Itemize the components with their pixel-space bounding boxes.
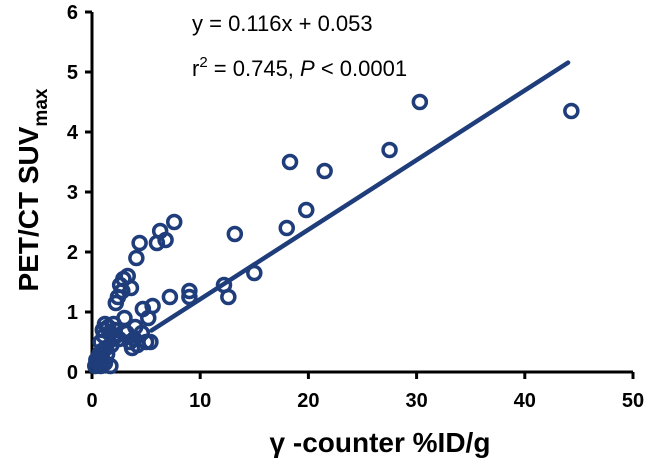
p-symbol: P <box>300 56 315 81</box>
data-point <box>128 249 145 267</box>
x-tick-label: 40 <box>514 390 536 412</box>
data-point <box>181 288 198 306</box>
y-tick-label: 2 <box>67 242 78 264</box>
equation-label: y = 0.116x + 0.053 <box>192 11 373 36</box>
data-point <box>144 297 161 315</box>
y-tick-label: 1 <box>67 302 78 324</box>
data-point <box>165 213 183 231</box>
p-value: < 0.0001 <box>315 56 407 81</box>
data-point <box>157 231 174 249</box>
data-points <box>86 93 580 375</box>
data-point <box>316 162 333 180</box>
x-tick-label: 50 <box>622 390 644 412</box>
x-axis-title: γ -counter %ID/g <box>270 427 491 458</box>
x-tick-label: 10 <box>189 390 211 412</box>
y-ticks: 0 1 2 3 4 5 6 <box>67 2 92 384</box>
y-axis-title-subscript: max <box>31 88 52 126</box>
data-point <box>220 288 237 306</box>
y-tick-label: 3 <box>67 182 78 204</box>
data-point <box>102 357 119 375</box>
data-point <box>116 309 133 327</box>
data-point <box>297 201 315 219</box>
data-point <box>131 234 148 252</box>
x-tick-label: 0 <box>86 390 97 412</box>
y-tick-label: 6 <box>67 2 78 24</box>
x-tick-label: 30 <box>405 390 427 412</box>
data-point <box>278 219 296 237</box>
r-squared-label: r2 = 0.745, P < 0.0001 <box>192 54 407 81</box>
data-point <box>122 279 140 297</box>
y-tick-label: 4 <box>67 122 79 144</box>
data-point <box>161 288 179 306</box>
data-point <box>181 282 198 300</box>
y-tick-label: 5 <box>67 62 78 84</box>
data-point <box>563 102 580 120</box>
data-point <box>411 93 429 111</box>
data-point <box>142 333 159 351</box>
x-tick-label: 20 <box>297 390 319 412</box>
data-point <box>246 264 263 282</box>
y-axis-title: PET/CT SUVmax <box>13 88 52 291</box>
y-axis-title-main: PET/CT SUV <box>13 126 44 291</box>
y-tick-label: 0 <box>67 362 78 384</box>
r-exponent: 2 <box>199 54 207 71</box>
axes: 0 10 20 30 40 50 0 1 2 3 4 5 6 <box>67 2 644 412</box>
data-point <box>281 153 299 171</box>
equation-annotation: y = 0.116x + 0.053 r2 = 0.745, P < 0.000… <box>192 11 407 81</box>
r-label: r <box>192 56 199 81</box>
regression-line <box>149 60 571 333</box>
x-ticks: 0 10 20 30 40 50 <box>86 372 644 412</box>
data-point <box>226 225 244 243</box>
r-value: = 0.745, <box>208 56 300 81</box>
data-point <box>381 141 398 159</box>
